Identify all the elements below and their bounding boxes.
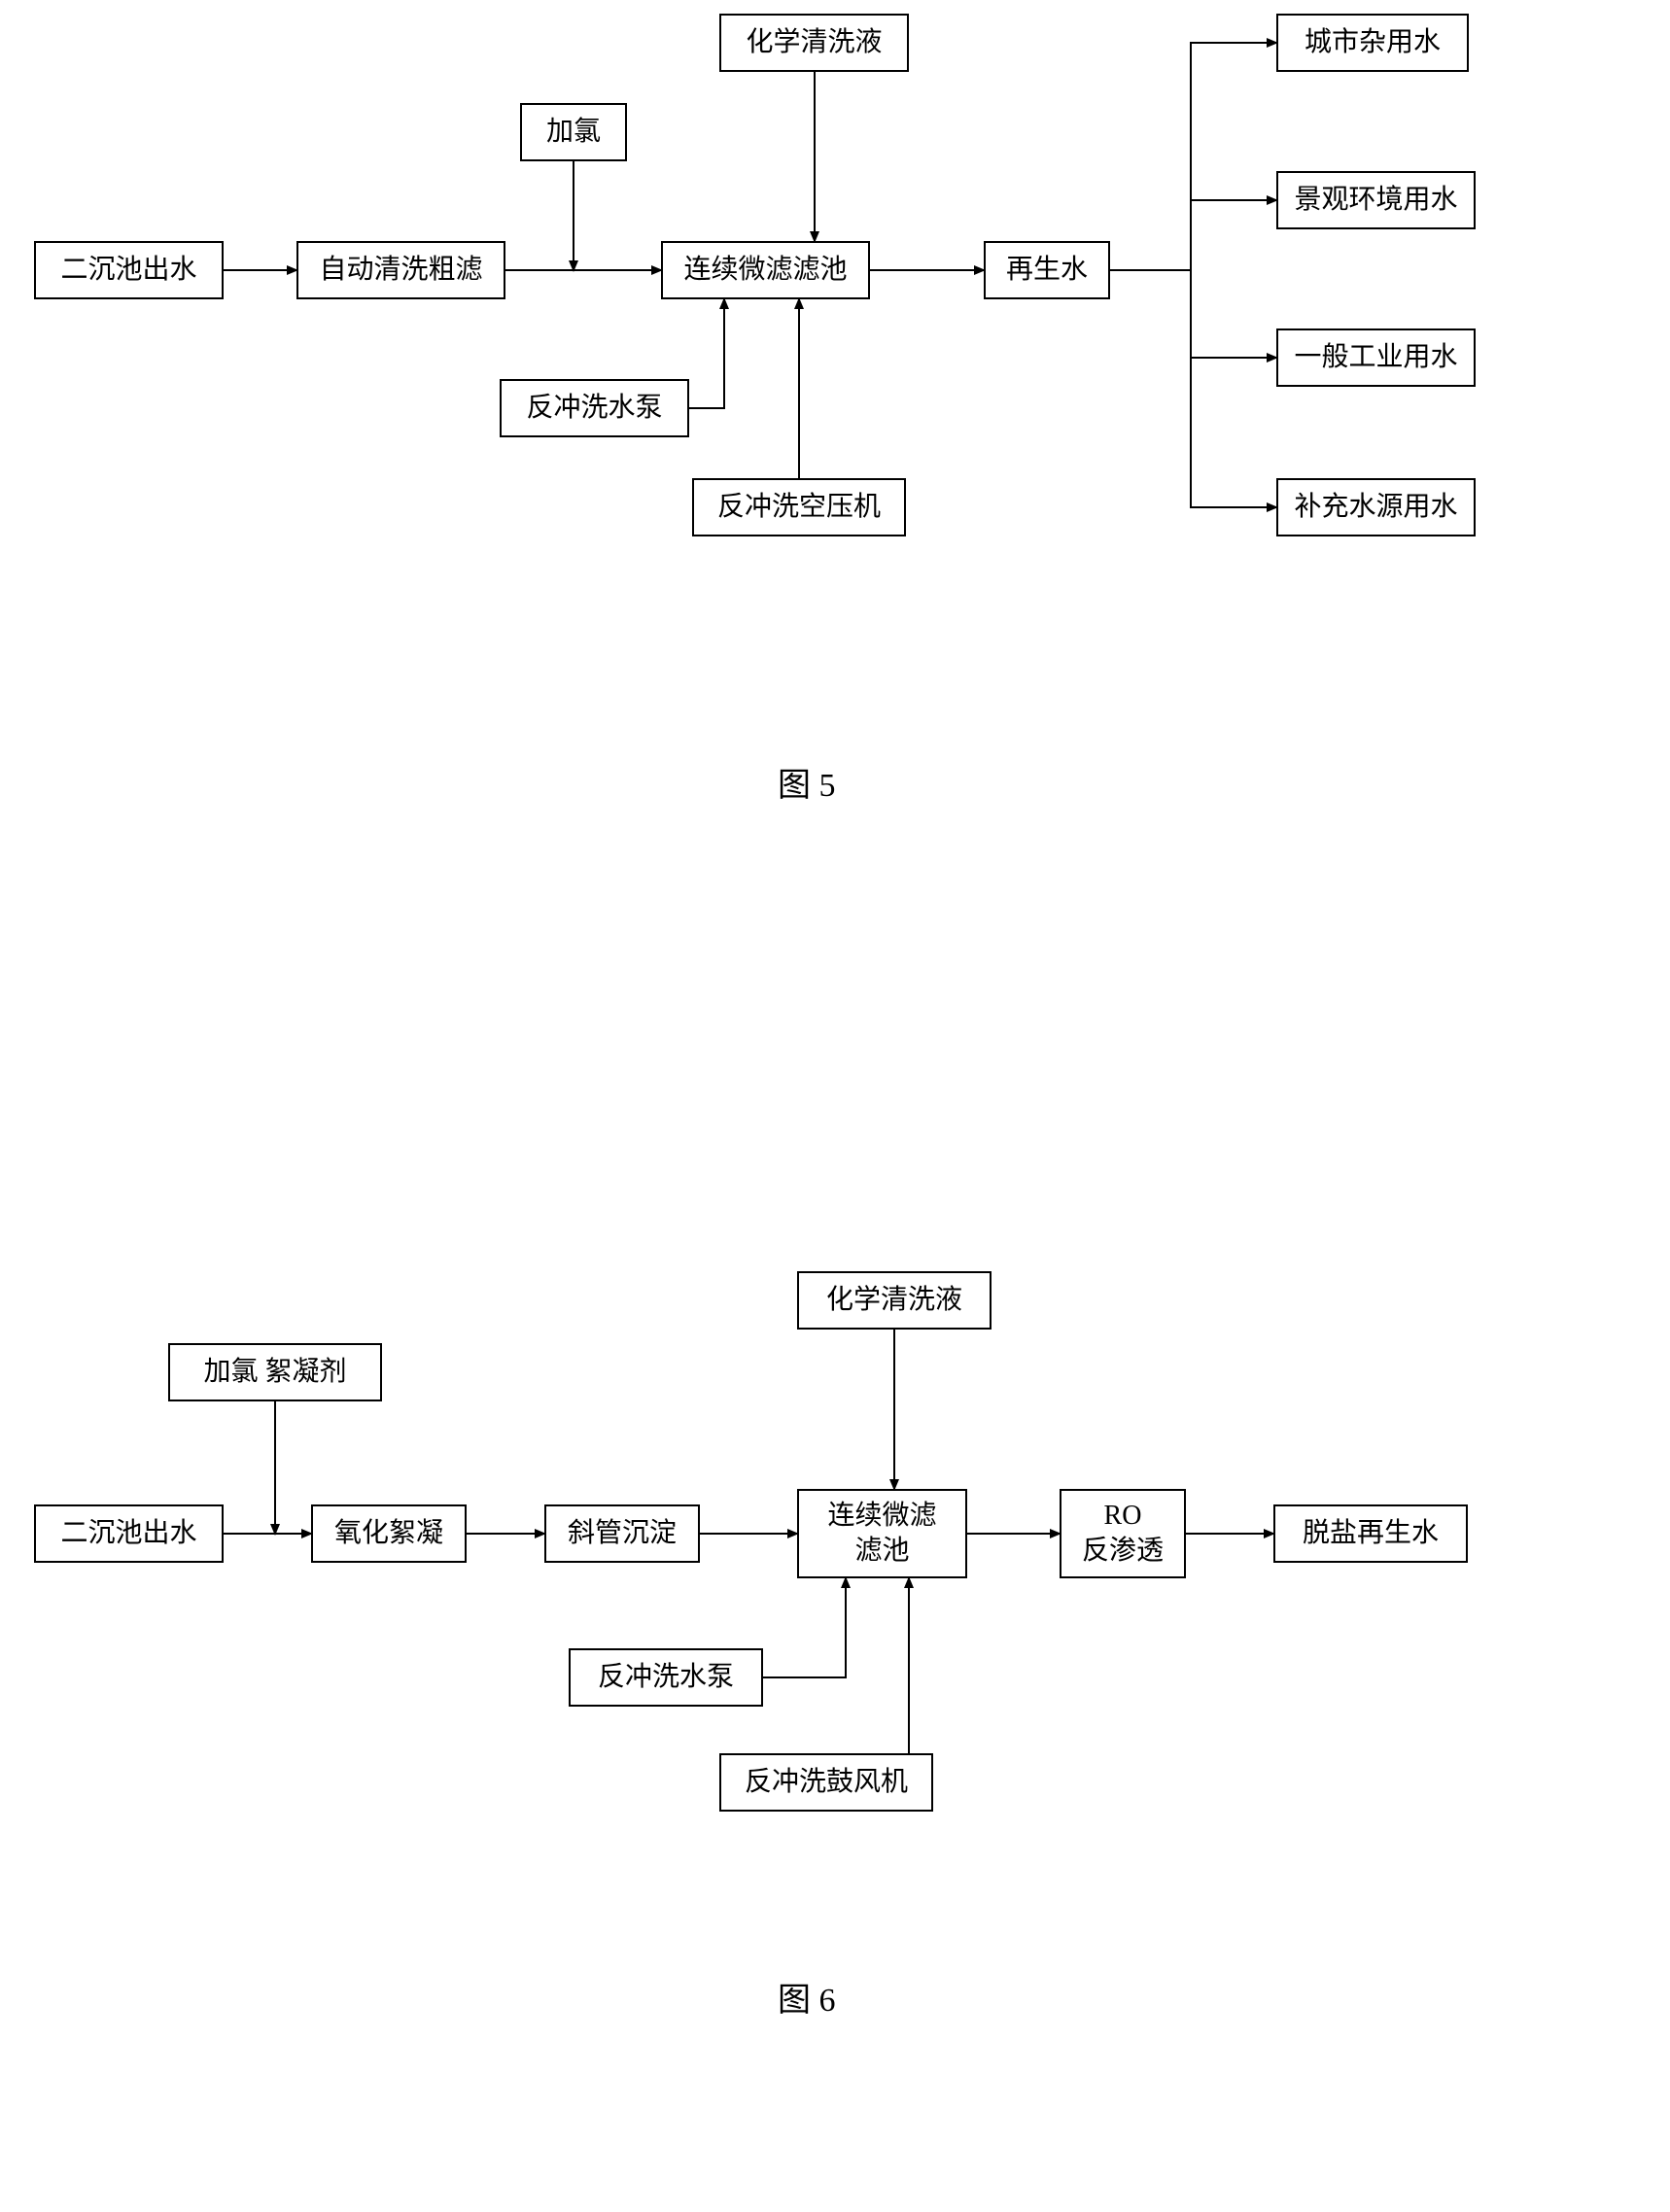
- fig5-bw-comp: 反冲洗空压机: [692, 478, 906, 536]
- fig5-industrial: 一般工业用水: [1276, 328, 1476, 387]
- fig6-oxi-floc: 氧化絮凝: [311, 1504, 467, 1563]
- fig5-auto-clean: 自动清洗粗滤: [296, 241, 505, 299]
- fig6-ro: RO 反渗透: [1060, 1489, 1186, 1578]
- fig5-chem-wash: 化学清洗液: [719, 14, 909, 72]
- fig5-caption: 图 5: [778, 758, 836, 806]
- fig6-cmf: 连续微滤 滤池: [797, 1489, 967, 1578]
- fig6-bw-pump: 反冲洗水泵: [569, 1648, 763, 1707]
- fig6-chem-wash: 化学清洗液: [797, 1271, 992, 1330]
- fig5-sed-out: 二沉池出水: [34, 241, 224, 299]
- fig6-bw-blower: 反冲洗鼓风机: [719, 1753, 933, 1812]
- fig6-sed-out: 二沉池出水: [34, 1504, 224, 1563]
- fig5-bw-pump: 反冲洗水泵: [500, 379, 689, 437]
- fig5-cmf: 连续微滤滤池: [661, 241, 870, 299]
- fig6-chl-floc: 加氯 絮凝剂: [168, 1343, 382, 1401]
- fig5-chlorine: 加氯: [520, 103, 627, 161]
- fig5-supplement: 补充水源用水: [1276, 478, 1476, 536]
- fig5-urban: 城市杂用水: [1276, 14, 1469, 72]
- fig5-recycled: 再生水: [984, 241, 1110, 299]
- fig5-landscape: 景观环境用水: [1276, 171, 1476, 229]
- fig6-caption: 图 6: [778, 1973, 836, 2021]
- fig6-tube-sed: 斜管沉淀: [544, 1504, 700, 1563]
- fig6-desalt: 脱盐再生水: [1273, 1504, 1468, 1563]
